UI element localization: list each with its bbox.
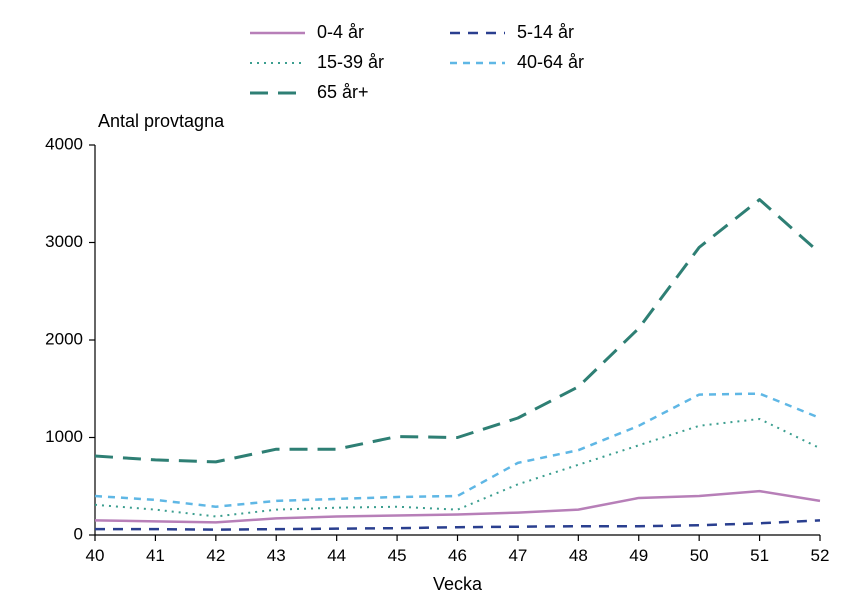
y-tick-label: 1000 — [45, 427, 83, 446]
x-tick-label: 47 — [508, 546, 527, 565]
legend-label-s5_14: 5-14 år — [517, 22, 574, 42]
x-tick-label: 48 — [569, 546, 588, 565]
x-tick-label: 45 — [388, 546, 407, 565]
legend-label-s0_4: 0-4 år — [317, 22, 364, 42]
x-tick-label: 43 — [267, 546, 286, 565]
x-tick-label: 46 — [448, 546, 467, 565]
chart-background — [0, 0, 847, 616]
x-tick-label: 41 — [146, 546, 165, 565]
x-tick-label: 52 — [811, 546, 830, 565]
x-tick-label: 44 — [327, 546, 346, 565]
x-tick-label: 42 — [206, 546, 225, 565]
chart-svg: 0 1000 2000 3000 4000 Antal provtagna 40 41 42 43… — [0, 0, 847, 616]
x-tick-label: 51 — [750, 546, 769, 565]
y-axis-title: Antal provtagna — [98, 111, 225, 131]
x-tick-label: 49 — [629, 546, 648, 565]
legend-label-s15_39: 15-39 år — [317, 52, 384, 72]
x-tick-label: 50 — [690, 546, 709, 565]
y-tick-label: 0 — [74, 524, 83, 543]
y-tick-label: 2000 — [45, 329, 83, 348]
legend-label-s65: 65 år+ — [317, 82, 369, 102]
legend-label-s40_64: 40-64 år — [517, 52, 584, 72]
y-tick-label: 3000 — [45, 232, 83, 251]
line-chart: 0 1000 2000 3000 4000 Antal provtagna 40 41 42 43… — [0, 0, 847, 616]
x-tick-label: 40 — [86, 546, 105, 565]
y-tick-label: 4000 — [45, 134, 83, 153]
x-axis-label: Vecka — [433, 574, 483, 594]
